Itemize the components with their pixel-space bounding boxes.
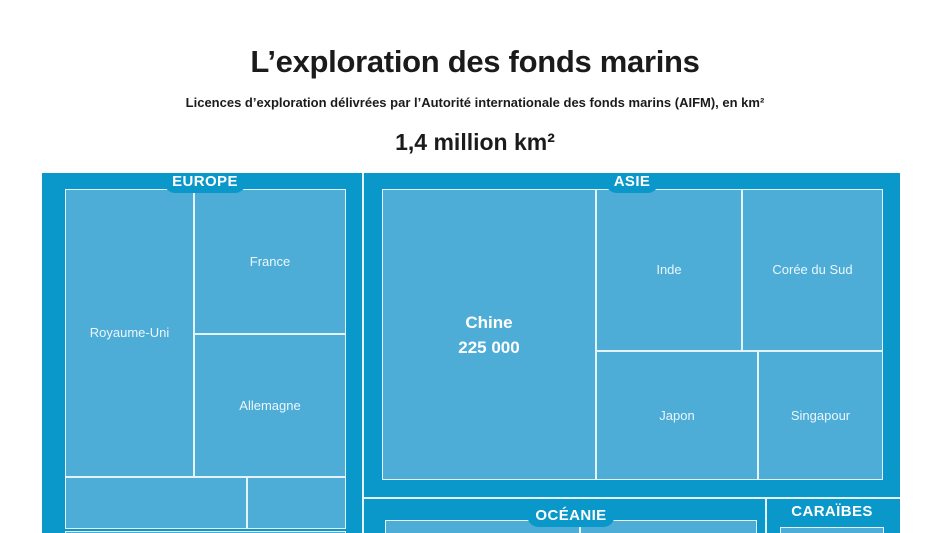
chart-title: L’exploration des fonds marins [250,44,700,79]
separator-oceanie-caraibes [765,497,767,533]
cell-label-japon: Japon [659,407,695,423]
cell-singapour: Singapour [758,351,883,480]
cell-france: France [194,189,346,334]
cell-label-coree-du-sud: Corée du Sud [772,262,853,277]
cell-europe-unlabeled-2 [247,477,346,529]
cell-label-allemagne: Allemagne [239,397,301,413]
region-label-oceanie: OCÉANIE [527,505,615,527]
cell-caraibes-unlabeled-1 [780,527,884,533]
cell-royaume-uni: Royaume-Uni [65,189,194,477]
cell-label-singapour: Singapour [790,407,851,423]
region-label-caraibes: CARAÏBES [783,501,881,523]
cell-europe-unlabeled-3 [65,531,346,533]
total-area-label: 1,4 million km² [395,129,555,155]
separator-europe-asie [362,173,364,533]
cell-inde: Inde [596,189,742,351]
cell-coree-du-sud: Corée du Sud [742,189,883,351]
separator-asie-oceanie [362,497,900,499]
cell-label-inde: Inde [656,262,682,277]
cell-allemagne: Allemagne [194,334,346,477]
region-label-asie: ASIE [605,173,659,193]
chart-subtitle: Licences d’exploration délivrées par l’A… [185,95,765,110]
cell-chine: Chine 225 000 [382,189,596,480]
cell-europe-unlabeled-1 [65,477,247,529]
region-label-europe: EUROPE [164,173,246,193]
treemap-canvas: Royaume-Uni France Allemagne Chine 225 0… [42,173,900,533]
cell-japon: Japon [596,351,758,480]
cell-label-chine: Chine [465,312,513,332]
cell-label-france: France [249,253,291,269]
cell-value-chine: 225 000 [458,337,520,357]
cell-label-royaume-uni: Royaume-Uni [89,325,170,340]
